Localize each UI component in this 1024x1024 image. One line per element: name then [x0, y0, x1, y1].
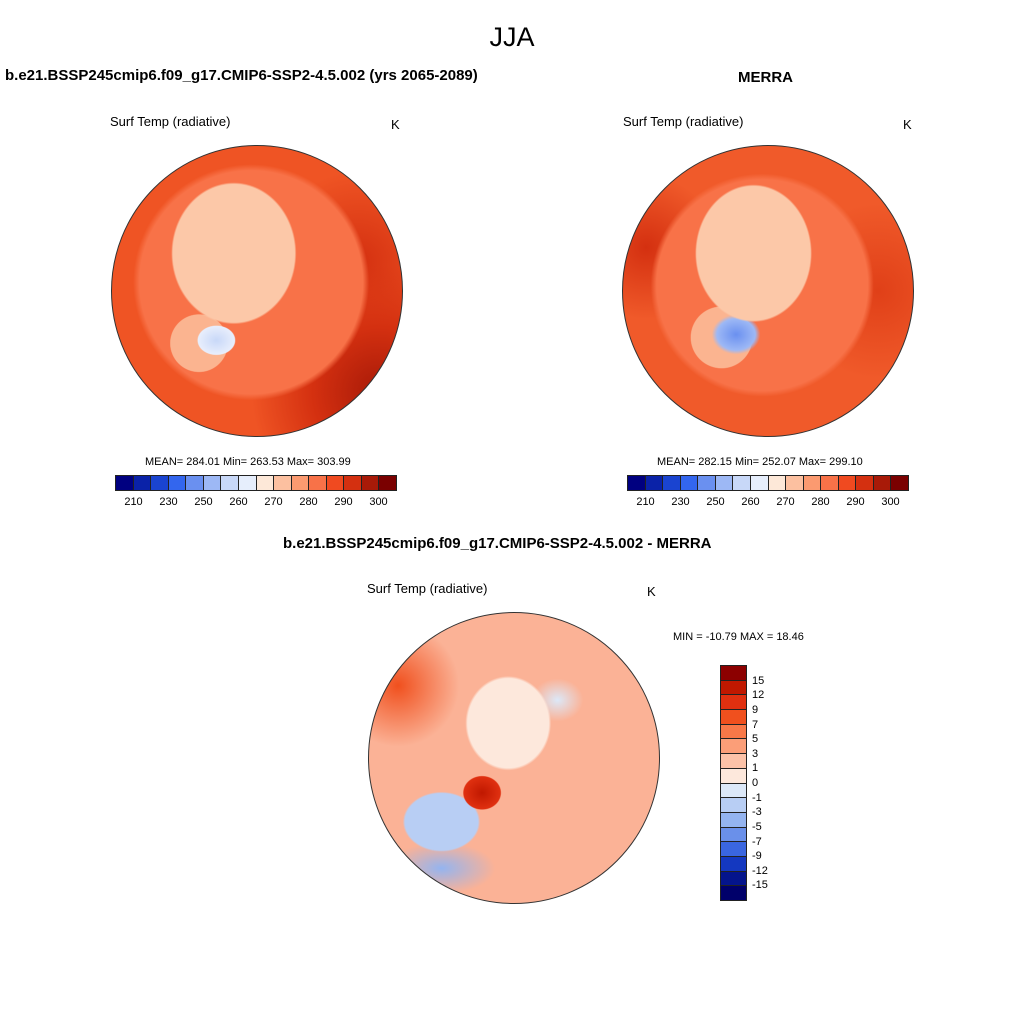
colorbar-tick-label: 7: [752, 718, 759, 731]
panel1-colorbar: [115, 475, 397, 491]
colorbar-tick-label: 1: [752, 762, 759, 775]
colorbar-tick-label: 15: [752, 674, 765, 687]
colorbar-tick-label: -5: [752, 820, 762, 833]
colorbar-swatch: [721, 827, 746, 843]
colorbar-swatch: [379, 476, 396, 490]
colorbar-swatch: [628, 476, 646, 490]
diff-colorbar: [720, 665, 747, 901]
colorbar-tick-label: -3: [752, 806, 762, 819]
colorbar-swatch: [361, 476, 380, 490]
colorbar-swatch: [721, 886, 746, 900]
colorbar-tick-label: 280: [299, 496, 318, 508]
colorbar-swatch: [721, 768, 746, 784]
colorbar-swatch: [663, 476, 681, 490]
colorbar-swatch: [291, 476, 310, 490]
colorbar-swatch: [645, 476, 664, 490]
colorbar-swatch: [873, 476, 892, 490]
colorbar-swatch: [256, 476, 275, 490]
colorbar-tick-label: 12: [752, 689, 765, 702]
colorbar-tick-label: 300: [881, 496, 900, 508]
panel1-polar-map: [111, 145, 403, 437]
colorbar-tick-label: -15: [752, 879, 768, 892]
diff-panel-title: b.e21.BSSP245cmip6.f09_g17.CMIP6-SSP2-4.…: [283, 535, 712, 552]
panel1-variable-label: Surf Temp (radiative): [110, 114, 231, 129]
colorbar-tick-label: 0: [752, 777, 759, 789]
colorbar-swatch: [344, 476, 362, 490]
colorbar-swatch: [821, 476, 839, 490]
colorbar-tick-label: 9: [752, 703, 759, 716]
colorbar-swatch: [721, 871, 746, 887]
colorbar-tick-label: 250: [194, 496, 213, 508]
colorbar-tick-label: 210: [636, 496, 655, 508]
colorbar-tick-label: -1: [752, 791, 762, 804]
colorbar-swatch: [768, 476, 787, 490]
panel1-units-label: K: [391, 117, 400, 132]
colorbar-swatch: [168, 476, 187, 490]
colorbar-swatch: [680, 476, 699, 490]
panel2-units-label: K: [903, 117, 912, 132]
colorbar-swatch: [721, 724, 746, 740]
colorbar-tick-label: 230: [671, 496, 690, 508]
colorbar-swatch: [721, 695, 746, 711]
diff-units-label: K: [647, 584, 656, 599]
colorbar-swatch: [891, 476, 908, 490]
diff-variable-label: Surf Temp (radiative): [367, 581, 488, 596]
colorbar-swatch: [721, 680, 746, 696]
colorbar-swatch: [309, 476, 327, 490]
colorbar-swatch: [721, 798, 746, 813]
colorbar-swatch: [721, 666, 746, 681]
colorbar-swatch: [721, 842, 746, 857]
colorbar-tick-label: -12: [752, 864, 768, 877]
colorbar-swatch: [856, 476, 874, 490]
colorbar-tick-label: 290: [334, 496, 353, 508]
panel2-variable-label: Surf Temp (radiative): [623, 114, 744, 129]
panel2-title: MERRA: [738, 69, 793, 86]
colorbar-swatch: [721, 812, 746, 828]
colorbar-swatch: [698, 476, 716, 490]
colorbar-tick-label: 290: [846, 496, 865, 508]
colorbar-swatch: [326, 476, 345, 490]
colorbar-swatch: [721, 710, 746, 725]
colorbar-tick-label: 260: [741, 496, 760, 508]
diff-polar-map: [368, 612, 660, 904]
colorbar-swatch: [803, 476, 822, 490]
diff-stats: MIN = -10.79 MAX = 18.46: [673, 631, 804, 643]
colorbar-swatch: [151, 476, 169, 490]
colorbar-tick-label: -7: [752, 835, 762, 848]
colorbar-swatch: [715, 476, 734, 490]
panel1-stats: MEAN= 284.01 Min= 263.53 Max= 303.99: [145, 456, 351, 468]
colorbar-swatch: [221, 476, 239, 490]
colorbar-swatch: [721, 783, 746, 799]
figure-title: JJA: [489, 22, 535, 52]
panel2-stats: MEAN= 282.15 Min= 252.07 Max= 299.10: [657, 456, 863, 468]
colorbar-tick-label: 270: [776, 496, 795, 508]
colorbar-tick-label: 230: [159, 496, 178, 508]
colorbar-tick-label: 250: [706, 496, 725, 508]
panel2-polar-map: [622, 145, 914, 437]
colorbar-tick-label: 260: [229, 496, 248, 508]
colorbar-tick-label: 3: [752, 747, 759, 760]
colorbar-swatch: [133, 476, 152, 490]
colorbar-tick-label: 300: [369, 496, 388, 508]
colorbar-swatch: [116, 476, 134, 490]
colorbar-swatch: [186, 476, 204, 490]
colorbar-swatch: [733, 476, 751, 490]
colorbar-swatch: [274, 476, 292, 490]
colorbar-tick-label: 5: [752, 733, 759, 746]
panel2-colorbar: [627, 475, 909, 491]
colorbar-swatch: [786, 476, 804, 490]
colorbar-tick-label: -9: [752, 850, 762, 863]
colorbar-tick-label: 210: [124, 496, 143, 508]
colorbar-swatch: [721, 856, 746, 872]
colorbar-swatch: [721, 754, 746, 769]
colorbar-swatch: [238, 476, 257, 490]
colorbar-swatch: [721, 739, 746, 755]
colorbar-swatch: [838, 476, 857, 490]
colorbar-tick-label: 280: [811, 496, 830, 508]
colorbar-swatch: [203, 476, 222, 490]
colorbar-swatch: [750, 476, 769, 490]
colorbar-tick-label: 270: [264, 496, 283, 508]
panel1-title: b.e21.BSSP245cmip6.f09_g17.CMIP6-SSP2-4.…: [5, 67, 478, 84]
